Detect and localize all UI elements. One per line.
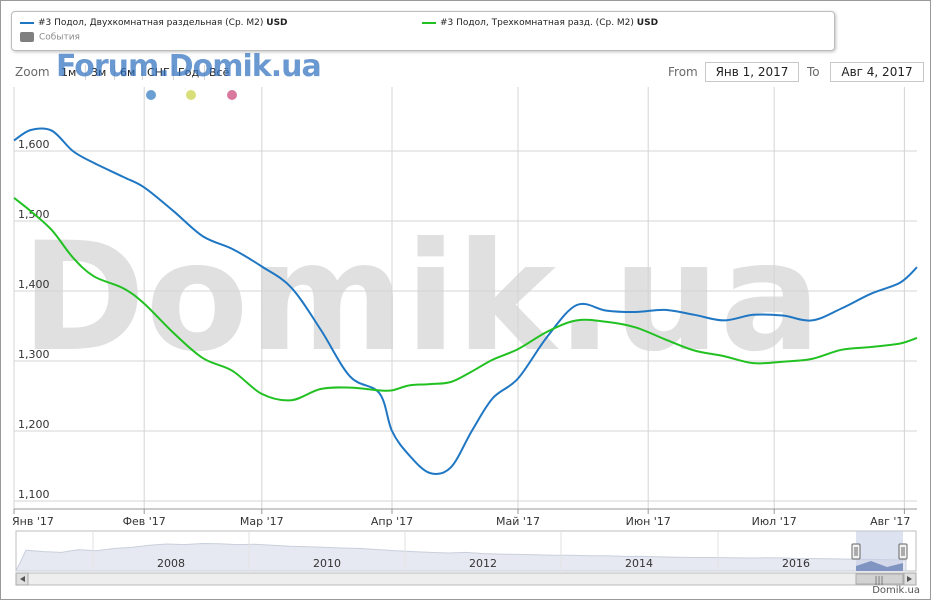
event-markers (146, 90, 237, 100)
forum-watermark: Forum.Domik.ua (56, 49, 322, 84)
navigator-area (15, 542, 907, 572)
scrollbar-track (15, 572, 917, 586)
x-tick-label: Янв '17 (12, 515, 54, 528)
zoom-ytd-button[interactable]: СНГ (147, 65, 170, 79)
events-swatch (20, 32, 34, 42)
series-layer (13, 127, 918, 475)
zoom-1m-button[interactable]: 1м (61, 65, 77, 79)
navigator-year-label: 2010 (313, 557, 341, 570)
scroll-right-arrow-icon (907, 576, 912, 582)
legend-item-two-room[interactable]: #3 Подол, Двухкомнатная раздельная (Ср. … (20, 18, 288, 28)
scrollbar-thumb (855, 573, 904, 585)
legend-unit: USD (266, 18, 288, 28)
navigator-selected-area (856, 561, 903, 571)
zoom-separator (173, 65, 174, 80)
from-date-input[interactable]: Янв 1, 2017 (705, 62, 799, 82)
grid-layer (13, 87, 917, 509)
event-marker (227, 90, 237, 100)
scroll-left-arrow-icon (20, 576, 25, 582)
series-line-three-room (13, 197, 918, 402)
x-axis: Янв '17 Фев '17 Мар '17 Апр '17 Май '17 Июн '… (12, 508, 917, 528)
x-tick-label: Июн '17 (626, 515, 671, 528)
navigator-year-label: 2016 (782, 557, 810, 570)
x-tick-label: Май '17 (496, 515, 540, 528)
zoom-label: Zoom (15, 65, 50, 79)
from-label: From (668, 65, 698, 79)
legend-events-label: События (39, 32, 80, 43)
footer-credit: Domik.ua (872, 585, 920, 596)
y-tick-label: 1,300 (18, 348, 50, 361)
zoom-6m-button[interactable]: 6м (120, 65, 136, 79)
zoom-separator (114, 65, 115, 80)
y-tick-label: 1,200 (18, 418, 50, 431)
x-tick-label: Фев '17 (123, 515, 166, 528)
to-date-input[interactable]: Авг 4, 2017 (830, 62, 924, 82)
legend-label: #3 Подол, Трехкомнатная разд. (Ср. M2) (440, 18, 634, 28)
series-line-two-room (13, 127, 918, 475)
to-label: To (807, 65, 820, 79)
legend-item-events[interactable]: События (20, 32, 80, 43)
legend-swatch (422, 21, 436, 24)
x-tick-label: Июл '17 (752, 515, 797, 528)
navigator[interactable]: 2008 2010 2012 2014 2016 ||| (15, 530, 917, 586)
legend-label: #3 Подол, Двухкомнатная раздельная (Ср. … (38, 18, 264, 28)
y-tick-label: 1,600 (18, 138, 50, 151)
navigator-handle (851, 543, 861, 560)
event-marker (146, 90, 156, 100)
x-tick-label: Апр '17 (371, 515, 413, 528)
x-tick-label: Авг '17 (870, 515, 910, 528)
zoom-3m-button[interactable]: 3м (91, 65, 107, 79)
navigator-year-label: 2008 (157, 557, 185, 570)
zoom-separator (142, 65, 143, 80)
x-tick-label: Мар '17 (240, 515, 284, 528)
zoom-1y-button[interactable]: Год (178, 65, 200, 79)
legend-swatch (20, 21, 34, 24)
zoom-separator (85, 65, 86, 80)
event-marker (186, 90, 196, 100)
zoom-all-button[interactable]: Всё (209, 65, 230, 79)
scrollbar-grip: ||| (874, 576, 883, 586)
y-tick-label: 1,100 (18, 488, 50, 501)
navigator-year-label: 2012 (469, 557, 497, 570)
legend-unit: USD (636, 18, 659, 28)
zoom-separator (204, 65, 205, 80)
legend-item-three-room[interactable]: #3 Подол, Трехкомнатная разд. (Ср. M2) U… (422, 18, 658, 28)
domik-watermark: Domik.ua (21, 211, 821, 385)
y-tick-label: 1,400 (18, 278, 50, 291)
legend: #3 Подол, Двухкомнатная раздельная (Ср. … (11, 11, 835, 51)
navigator-handle (898, 543, 908, 560)
navigator-year-label: 2014 (625, 557, 653, 570)
